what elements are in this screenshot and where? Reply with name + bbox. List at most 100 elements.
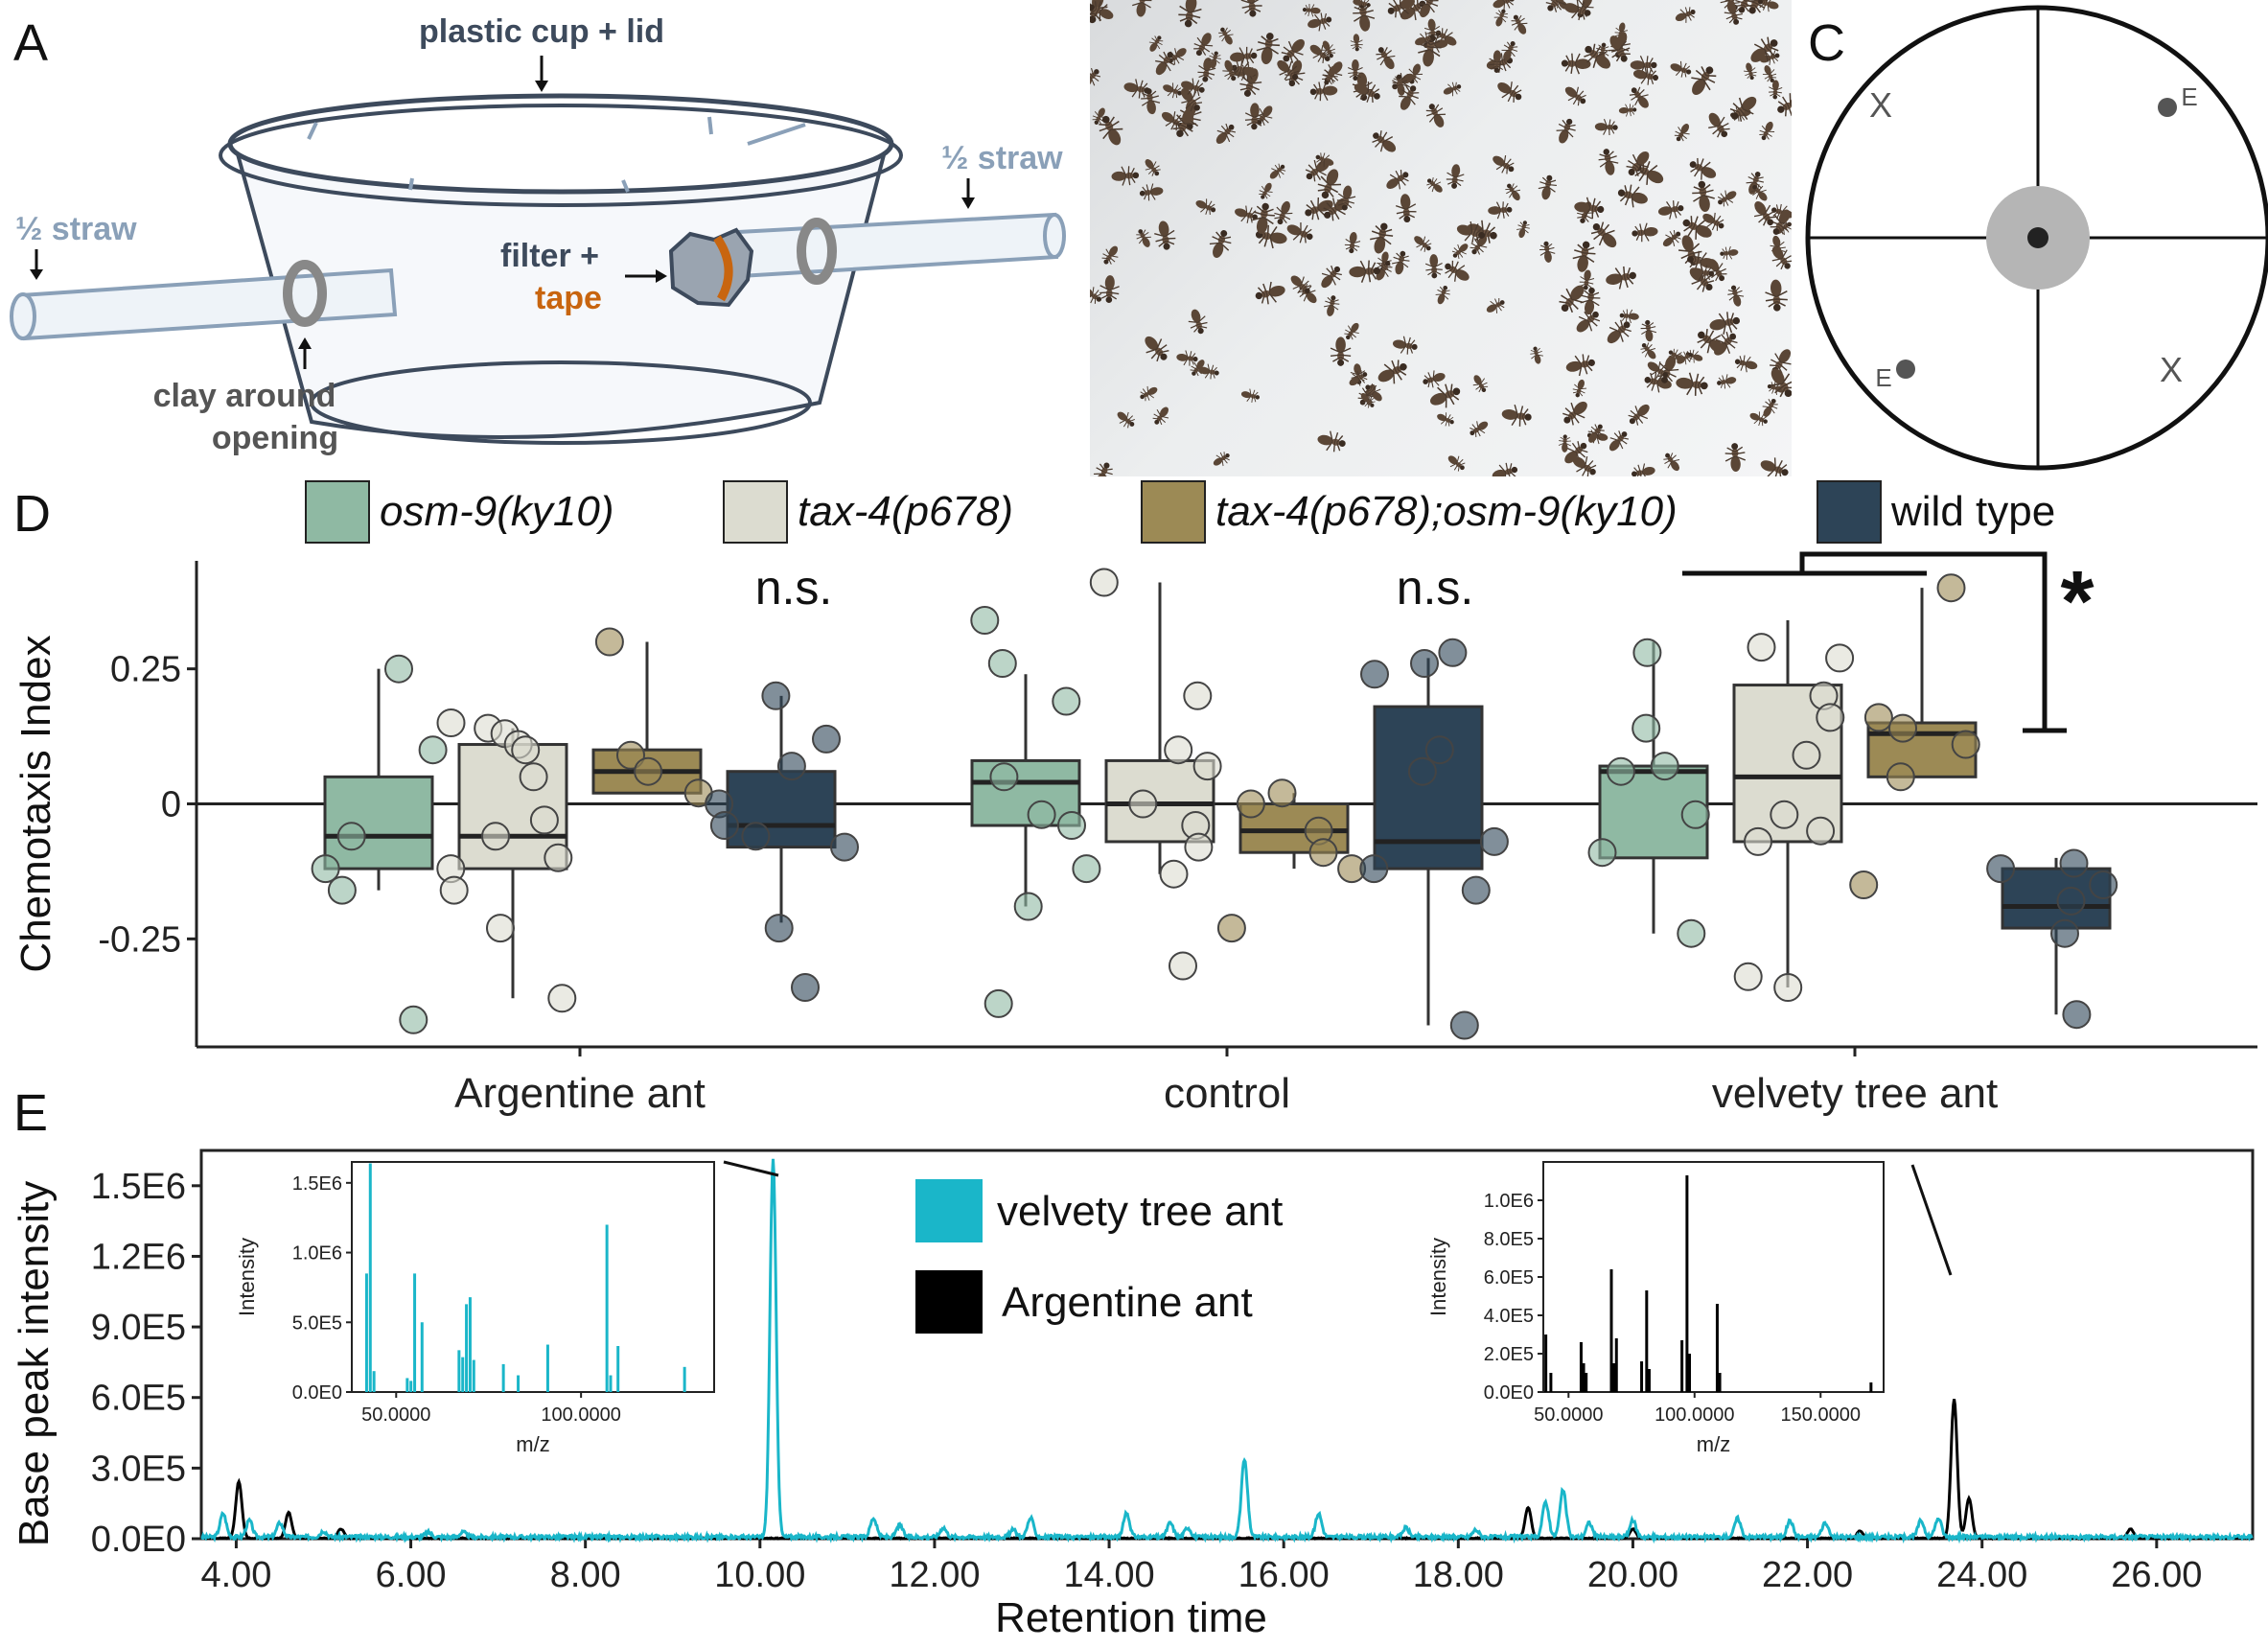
- ant: [1564, 86, 1586, 106]
- ant-head: [1499, 300, 1505, 305]
- ant: [1501, 405, 1532, 427]
- ant-head: [1580, 98, 1586, 104]
- d-point: [1632, 638, 1662, 667]
- ant-cluster: [1090, 0, 1792, 476]
- ant-head: [1705, 283, 1713, 291]
- ant-thorax: [1245, 81, 1254, 92]
- ant: [1141, 88, 1161, 115]
- ant-abdomen: [1150, 187, 1164, 196]
- ant: [1470, 421, 1489, 437]
- ant: [1663, 453, 1680, 472]
- ant-abdomen: [1310, 7, 1321, 14]
- ant-head: [1563, 416, 1571, 424]
- ant: [1445, 260, 1470, 282]
- d-point: [1407, 756, 1437, 786]
- ant-abdomen: [1765, 121, 1773, 132]
- label-filter: filter +: [500, 238, 599, 274]
- ant-head: [1721, 130, 1728, 138]
- ant-legs: [1240, 205, 1257, 223]
- ant-abdomen: [1758, 191, 1768, 201]
- ant-legs: [1640, 322, 1657, 336]
- ant-abdomen: [1477, 421, 1489, 430]
- ant-thorax: [1748, 71, 1753, 77]
- ant-legs: [1146, 338, 1169, 362]
- ant: [1486, 297, 1505, 313]
- ant-head: [1623, 321, 1631, 329]
- ant-legs: [1131, 79, 1148, 99]
- d-point: [1677, 918, 1706, 948]
- ant-abdomen: [1573, 401, 1587, 415]
- ant-abdomen: [1692, 79, 1706, 96]
- ant-head: [1451, 182, 1458, 189]
- ant: [1386, 169, 1409, 190]
- ant-head: [1632, 230, 1638, 237]
- ant: [1305, 159, 1330, 182]
- ant-legs: [1119, 411, 1135, 429]
- ant-abdomen: [1647, 170, 1664, 184]
- ant-head: [1255, 395, 1261, 400]
- d-point: [1360, 660, 1389, 689]
- ant: [1244, 103, 1264, 130]
- ant-legs: [1399, 85, 1420, 105]
- ant-abdomen: [1335, 337, 1346, 353]
- ant-abdomen: [1577, 379, 1585, 389]
- ant: [1576, 310, 1601, 333]
- e-x-axis-label: Retention time: [995, 1594, 1267, 1641]
- ant: [1702, 212, 1724, 231]
- d-point: [1192, 752, 1222, 781]
- d-point: [481, 822, 510, 851]
- ant-legs: [1564, 53, 1581, 75]
- ant-legs: [1350, 39, 1363, 50]
- ant: [1769, 80, 1783, 100]
- d-point: [418, 735, 448, 765]
- ant-abdomen: [1642, 466, 1655, 476]
- ant-abdomen: [1397, 83, 1405, 96]
- ant-head: [1211, 207, 1216, 213]
- ant-abdomen: [1161, 111, 1174, 123]
- d-point: [1169, 951, 1197, 981]
- ant-abdomen: [1503, 50, 1512, 61]
- d-point: [1057, 811, 1086, 840]
- ant-head: [1700, 382, 1708, 390]
- ant-head: [1341, 204, 1348, 211]
- ant-legs: [1418, 0, 1439, 13]
- ant-abdomen: [1771, 246, 1784, 260]
- ant-abdomen: [1146, 100, 1156, 115]
- d-point: [1680, 800, 1710, 829]
- d-point: [2050, 918, 2079, 948]
- ant-head: [1377, 47, 1384, 54]
- ant-head: [1305, 209, 1312, 217]
- ant-head: [1588, 287, 1595, 294]
- ant-abdomen: [1321, 275, 1333, 289]
- ant-head: [1139, 190, 1146, 197]
- ant-legs: [1246, 388, 1259, 403]
- ant-legs: [1595, 44, 1610, 57]
- ant: [1392, 74, 1409, 96]
- ant-head: [1365, 384, 1371, 390]
- ant-abdomen: [1733, 294, 1742, 307]
- ant-legs: [1759, 0, 1773, 12]
- ant-abdomen: [1690, 267, 1703, 276]
- ant-legs: [1239, 76, 1262, 96]
- e-inset-y-tick-label: 0.0E0: [292, 1382, 342, 1404]
- ant-thorax: [1090, 72, 1097, 80]
- d-box-2-2: [1849, 573, 1980, 899]
- ant-abdomen: [1423, 49, 1434, 67]
- e-inset-y-tick-label: 8.0E5: [1484, 1229, 1534, 1250]
- ant-legs: [1359, 81, 1380, 104]
- d-annotation-ns-argentine: n.s.: [755, 561, 833, 615]
- ant-abdomen: [1670, 460, 1679, 472]
- ant-abdomen: [1637, 96, 1649, 108]
- ant-head: [1094, 120, 1099, 125]
- ant-abdomen: [1342, 185, 1353, 199]
- e-inset-frame: [351, 1161, 715, 1393]
- ant: [1762, 65, 1777, 82]
- ant-legs: [1172, 114, 1197, 137]
- ant-legs: [1753, 36, 1779, 62]
- ant: [1709, 312, 1741, 335]
- ant-abdomen: [1608, 439, 1620, 452]
- ant-legs: [1449, 455, 1466, 472]
- ant-head: [1506, 206, 1513, 213]
- ant-legs: [1498, 462, 1516, 476]
- ant-abdomen: [1700, 258, 1716, 268]
